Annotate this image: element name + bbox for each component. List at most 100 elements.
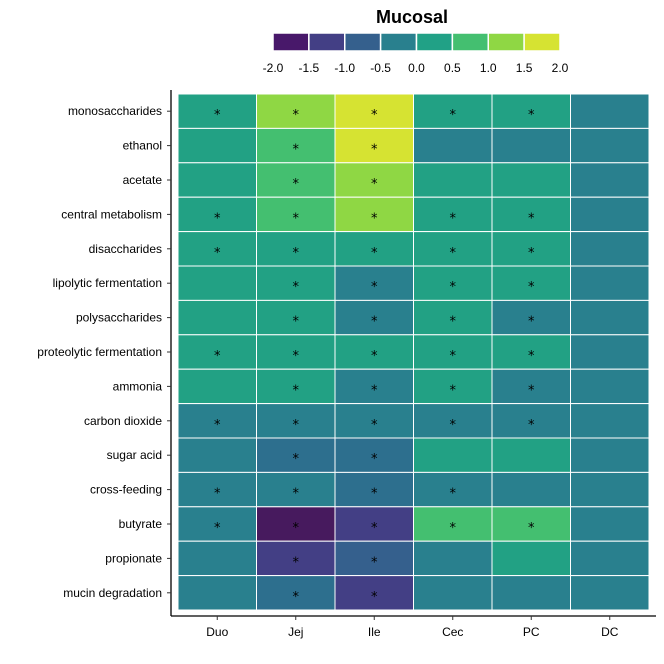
significance-star: *: [293, 521, 300, 536]
heatmap-cell: [413, 265, 493, 301]
significance-star: *: [371, 349, 378, 364]
significance-star: *: [293, 590, 300, 605]
heatmap-cell: [256, 575, 336, 611]
significance-star: *: [293, 555, 300, 570]
y-tick-label: carbon dioxide: [84, 414, 162, 428]
heatmap-cell: [570, 506, 650, 542]
significance-star: *: [293, 143, 300, 158]
significance-star: *: [450, 418, 457, 433]
chart-title: Mucosal: [376, 7, 448, 27]
significance-star: *: [528, 108, 535, 123]
significance-star: *: [450, 246, 457, 261]
heatmap-cell: [570, 575, 650, 611]
heatmap-cell: [177, 334, 257, 370]
y-tick-label: disaccharides: [89, 242, 162, 256]
significance-star: *: [214, 349, 221, 364]
heatmap-cell: [334, 403, 414, 439]
heatmap-cell: [256, 265, 336, 301]
significance-star: *: [371, 590, 378, 605]
significance-star: *: [371, 315, 378, 330]
significance-star: *: [371, 418, 378, 433]
heatmap-cell: [334, 196, 414, 233]
heatmap-cell: [413, 334, 493, 370]
legend-swatch: [415, 32, 454, 52]
x-tick-label: Jej: [288, 625, 303, 639]
heatmap-cell: [570, 334, 650, 370]
significance-star: *: [371, 211, 378, 226]
significance-star: *: [293, 246, 300, 261]
heatmap-cell: [570, 265, 650, 301]
x-tick-label: DC: [601, 625, 619, 639]
significance-star: *: [450, 349, 457, 364]
significance-star: *: [214, 521, 221, 536]
heatmap-cell: [413, 403, 493, 439]
significance-star: *: [371, 383, 378, 398]
legend-tick-label: 2.0: [552, 61, 569, 75]
y-tick-label: sugar acid: [107, 448, 162, 462]
legend-swatch: [379, 32, 418, 52]
significance-star: *: [293, 108, 300, 123]
legend-tick-label: 0.0: [408, 61, 425, 75]
heatmap-cell: [491, 127, 571, 164]
y-axis-labels: monosaccharides ethanol acetate central met…: [37, 104, 162, 600]
heatmap-cell: [570, 162, 650, 198]
heatmap-cell: [570, 127, 650, 164]
significance-star: *: [371, 452, 378, 467]
significance-star: *: [528, 280, 535, 295]
y-tick-label: proteolytic fermentation: [37, 345, 162, 359]
legend-tick-label: -2.0: [263, 61, 284, 75]
significance-star: *: [293, 280, 300, 295]
y-tick-label: mucin degradation: [63, 586, 162, 600]
significance-star: *: [371, 143, 378, 158]
heatmap-cell: [491, 231, 571, 267]
heatmap-cell: [334, 575, 414, 611]
heatmap-cell: [177, 575, 257, 611]
legend-swatch: [523, 32, 561, 52]
significance-star: *: [450, 280, 457, 295]
heatmap-cell: [334, 471, 414, 508]
significance-star: *: [528, 349, 535, 364]
significance-star: *: [293, 315, 300, 330]
x-tick-label: Cec: [442, 625, 463, 639]
legend-tick-label: 0.5: [444, 61, 461, 75]
heatmap-cell: [570, 299, 650, 336]
heatmap-cell: [177, 93, 257, 129]
significance-star: *: [293, 349, 300, 364]
legend-swatch: [308, 32, 346, 52]
significance-star: *: [450, 211, 457, 226]
heatmap-cell: [177, 403, 257, 439]
significance-star: *: [528, 418, 535, 433]
heatmap-cell: [256, 93, 336, 129]
heatmap-cell: [570, 231, 650, 267]
significance-star: *: [214, 211, 221, 226]
legend-tick-label: 1.5: [516, 61, 533, 75]
heatmap-cell: [177, 506, 257, 542]
y-tick-label: lipolytic fermentation: [53, 276, 162, 290]
axes: [167, 90, 656, 620]
heatmap-cell: [570, 196, 650, 233]
significance-star: *: [450, 487, 457, 502]
heatmap-cell: [256, 334, 336, 370]
significance-markers: * * * * * * * * * * * * * * * * * * * * * * * * * * * * * * * * * * * * * * * *…: [214, 108, 535, 605]
heatmap-cell: [491, 437, 571, 473]
x-axis-labels: Duo Jej Ile Cec PC DC: [206, 625, 619, 639]
significance-star: *: [293, 383, 300, 398]
legend-tick-label: -0.5: [370, 61, 391, 75]
heatmap-cell: [256, 540, 336, 577]
y-tick-label: ammonia: [113, 379, 163, 393]
heatmap-cell: [256, 231, 336, 267]
significance-star: *: [371, 521, 378, 536]
significance-star: *: [371, 108, 378, 123]
significance-star: *: [293, 211, 300, 226]
heatmap-cell: [570, 540, 650, 577]
heatmap-cell: [256, 162, 336, 198]
y-tick-label: cross-feeding: [90, 483, 162, 497]
y-tick-label: ethanol: [123, 139, 162, 153]
significance-star: *: [528, 383, 535, 398]
legend-tick-label: -1.5: [299, 61, 320, 75]
heatmap-cell: [256, 471, 336, 508]
heatmap-cell: [256, 506, 336, 542]
significance-star: *: [528, 246, 535, 261]
heatmap-cell: [177, 368, 257, 405]
